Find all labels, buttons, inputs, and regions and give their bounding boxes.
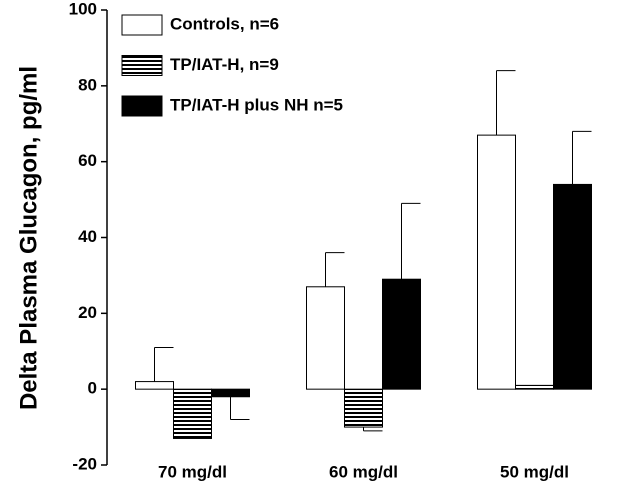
- x-tick-label: 50 mg/dl: [500, 462, 569, 481]
- bar: [344, 388, 383, 428]
- y-tick-label: 40: [78, 227, 97, 246]
- legend-swatch: [121, 55, 163, 76]
- legend-label: Controls, n=6: [170, 14, 279, 33]
- legend-swatch: [121, 14, 163, 36]
- y-tick-label: 80: [78, 75, 97, 94]
- bar: [382, 278, 421, 390]
- bar: [211, 388, 250, 398]
- bar: [306, 286, 345, 390]
- bar: [515, 384, 554, 390]
- bar: [135, 381, 174, 390]
- y-tick-label: 100: [69, 0, 97, 18]
- y-axis-label: Delta Plasma Glucagon, pg/ml: [15, 66, 42, 410]
- legend-label: TP/IAT-H, n=9: [170, 55, 279, 74]
- x-tick-label: 70 mg/dl: [158, 462, 227, 481]
- y-tick-label: -20: [72, 454, 97, 473]
- bar: [477, 134, 516, 390]
- bar: [173, 388, 212, 439]
- y-tick-label: 0: [88, 379, 97, 398]
- y-tick-label: 60: [78, 151, 97, 170]
- y-tick-label: 20: [78, 303, 97, 322]
- x-tick-label: 60 mg/dl: [329, 462, 398, 481]
- bar: [553, 183, 592, 390]
- legend-swatch: [121, 95, 163, 117]
- legend-label: TP/IAT-H plus NH n=5: [170, 95, 343, 114]
